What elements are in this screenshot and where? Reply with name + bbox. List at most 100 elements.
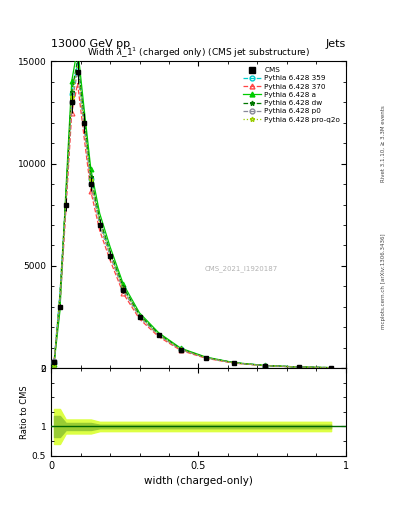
Pythia 6.428 dw	[296, 364, 301, 370]
Pythia 6.428 a	[231, 359, 236, 366]
Pythia 6.428 dw	[52, 361, 57, 368]
Pythia 6.428 370	[108, 257, 112, 263]
Pythia 6.428 a	[58, 308, 62, 314]
Pythia 6.428 p0	[58, 298, 62, 305]
Pythia 6.428 359	[231, 360, 236, 366]
Pythia 6.428 dw	[156, 331, 161, 337]
Pythia 6.428 pro-q2o	[58, 291, 62, 297]
Pythia 6.428 p0	[204, 355, 208, 361]
Pythia 6.428 370	[263, 362, 267, 369]
Pythia 6.428 370	[75, 80, 80, 87]
Pythia 6.428 359	[108, 249, 112, 255]
Pythia 6.428 pro-q2o	[156, 332, 161, 338]
Pythia 6.428 pro-q2o	[81, 115, 86, 121]
Pythia 6.428 a	[137, 310, 142, 316]
Pythia 6.428 p0	[88, 181, 93, 187]
Pythia 6.428 a	[69, 78, 74, 84]
Pythia 6.428 359	[121, 285, 126, 291]
Pythia 6.428 a	[75, 45, 80, 51]
Pythia 6.428 pro-q2o	[75, 62, 80, 69]
Line: Pythia 6.428 p0: Pythia 6.428 p0	[51, 69, 334, 370]
Pythia 6.428 a	[64, 188, 68, 195]
Text: 13000 GeV pp: 13000 GeV pp	[51, 38, 130, 49]
Pythia 6.428 359	[137, 312, 142, 318]
Pythia 6.428 370	[52, 358, 57, 364]
Pythia 6.428 a	[97, 210, 102, 217]
Pythia 6.428 pro-q2o	[97, 219, 102, 225]
Pythia 6.428 p0	[64, 201, 68, 207]
Pythia 6.428 p0	[121, 287, 126, 293]
Pythia 6.428 a	[52, 360, 57, 367]
Pythia 6.428 dw	[97, 216, 102, 222]
Y-axis label: Ratio to CMS: Ratio to CMS	[20, 385, 29, 439]
Pythia 6.428 370	[88, 188, 93, 195]
Pythia 6.428 pro-q2o	[52, 362, 57, 368]
Pythia 6.428 a	[296, 364, 301, 370]
Pythia 6.428 pro-q2o	[64, 198, 68, 204]
Pythia 6.428 dw	[329, 365, 333, 371]
Pythia 6.428 p0	[69, 99, 74, 105]
Pythia 6.428 370	[137, 316, 142, 322]
Pythia 6.428 p0	[263, 362, 267, 369]
Line: Pythia 6.428 a: Pythia 6.428 a	[51, 46, 334, 370]
Pythia 6.428 pro-q2o	[108, 250, 112, 257]
Title: Width $\lambda\_1^1$ (charged only) (CMS jet substructure): Width $\lambda\_1^1$ (charged only) (CMS…	[87, 46, 310, 60]
Pythia 6.428 359	[263, 362, 267, 369]
Pythia 6.428 370	[231, 360, 236, 366]
Pythia 6.428 dw	[81, 110, 86, 116]
Pythia 6.428 dw	[178, 346, 183, 352]
Pythia 6.428 pro-q2o	[296, 364, 301, 370]
Pythia 6.428 359	[329, 365, 333, 371]
Pythia 6.428 370	[69, 110, 74, 116]
Text: CMS_2021_I1920187: CMS_2021_I1920187	[204, 265, 277, 272]
Pythia 6.428 370	[121, 290, 126, 296]
Pythia 6.428 a	[263, 362, 267, 369]
Line: Pythia 6.428 pro-q2o: Pythia 6.428 pro-q2o	[51, 63, 334, 370]
Pythia 6.428 370	[204, 355, 208, 361]
Pythia 6.428 pro-q2o	[137, 313, 142, 319]
Pythia 6.428 359	[52, 359, 57, 366]
Pythia 6.428 370	[81, 130, 86, 136]
Text: Rivet 3.1.10, ≥ 3.3M events: Rivet 3.1.10, ≥ 3.3M events	[381, 105, 386, 182]
Pythia 6.428 dw	[108, 248, 112, 254]
Pythia 6.428 359	[97, 218, 102, 224]
Pythia 6.428 370	[296, 364, 301, 370]
Pythia 6.428 dw	[263, 362, 267, 369]
Pythia 6.428 dw	[58, 292, 62, 298]
Pythia 6.428 a	[88, 166, 93, 173]
Pythia 6.428 pro-q2o	[121, 286, 126, 292]
Pythia 6.428 a	[156, 330, 161, 336]
Pythia 6.428 359	[69, 91, 74, 97]
Line: Pythia 6.428 dw: Pythia 6.428 dw	[51, 57, 334, 370]
Pythia 6.428 359	[75, 60, 80, 66]
Pythia 6.428 pro-q2o	[69, 94, 74, 100]
Pythia 6.428 pro-q2o	[329, 365, 333, 371]
Pythia 6.428 370	[64, 208, 68, 214]
Pythia 6.428 359	[58, 290, 62, 296]
Pythia 6.428 p0	[75, 69, 80, 75]
Pythia 6.428 p0	[329, 365, 333, 371]
Pythia 6.428 a	[204, 354, 208, 360]
Pythia 6.428 dw	[204, 354, 208, 360]
Pythia 6.428 359	[88, 176, 93, 182]
Pythia 6.428 p0	[178, 347, 183, 353]
Pythia 6.428 p0	[81, 120, 86, 126]
Pythia 6.428 359	[156, 331, 161, 337]
Pythia 6.428 p0	[296, 364, 301, 370]
Pythia 6.428 pro-q2o	[231, 360, 236, 366]
Text: Jets: Jets	[325, 38, 346, 49]
Pythia 6.428 p0	[137, 314, 142, 320]
Pythia 6.428 a	[121, 281, 126, 287]
Pythia 6.428 p0	[108, 252, 112, 259]
Pythia 6.428 a	[329, 365, 333, 371]
Pythia 6.428 359	[81, 112, 86, 118]
Pythia 6.428 dw	[75, 57, 80, 63]
Pythia 6.428 dw	[231, 360, 236, 366]
Pythia 6.428 359	[64, 197, 68, 203]
Pythia 6.428 370	[58, 304, 62, 310]
Pythia 6.428 370	[329, 365, 333, 371]
Pythia 6.428 359	[178, 346, 183, 352]
Pythia 6.428 370	[178, 347, 183, 353]
X-axis label: width (charged-only): width (charged-only)	[144, 476, 253, 486]
Pythia 6.428 pro-q2o	[88, 177, 93, 183]
